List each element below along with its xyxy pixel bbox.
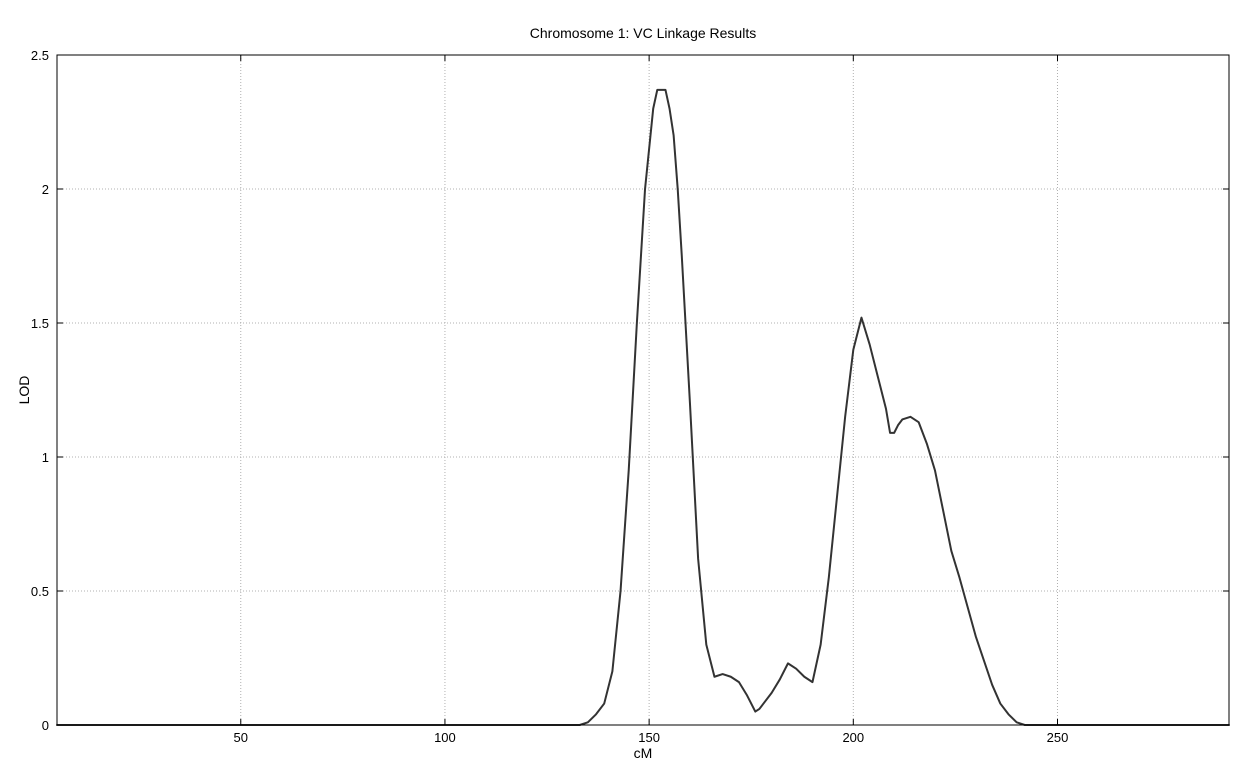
y-tick-label: 1 bbox=[42, 450, 49, 465]
y-tick-label: 0.5 bbox=[31, 584, 49, 599]
x-tick-label: 100 bbox=[434, 730, 456, 745]
x-axis-label: cM bbox=[634, 745, 653, 761]
grid bbox=[57, 55, 1229, 725]
x-tick-label: 150 bbox=[638, 730, 660, 745]
series-layer bbox=[56, 88, 1230, 726]
lod-curve bbox=[56, 88, 1230, 726]
x-tick-label: 200 bbox=[842, 730, 864, 745]
y-tick-label: 2 bbox=[42, 182, 49, 197]
y-axis-label: LOD bbox=[16, 376, 32, 405]
x-tick-label: 50 bbox=[234, 730, 248, 745]
y-tick-label: 1.5 bbox=[31, 316, 49, 331]
y-tick-label: 0 bbox=[42, 718, 49, 733]
chart-title: Chromosome 1: VC Linkage Results bbox=[530, 25, 756, 41]
x-tick-label: 250 bbox=[1047, 730, 1069, 745]
plot-frame bbox=[56, 54, 1230, 726]
ticks: 50 100 150 200 250 0 0.5 1 1.5 2 2.5 bbox=[31, 48, 1229, 745]
y-tick-label: 2.5 bbox=[31, 48, 49, 63]
